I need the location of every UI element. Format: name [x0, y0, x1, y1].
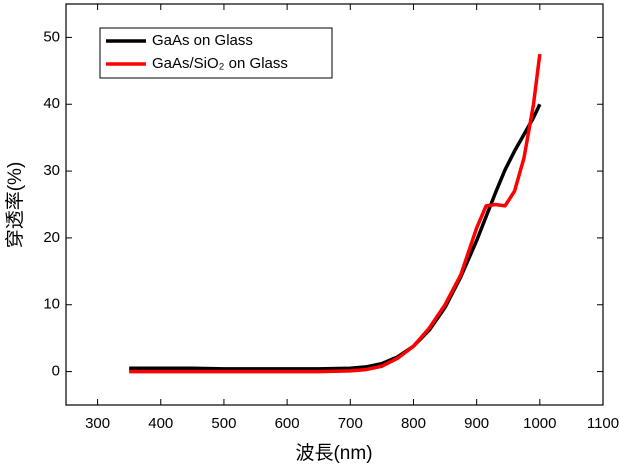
- legend-label: GaAs/SiO₂ on Glass: [152, 55, 288, 72]
- x-tick-label: 500: [211, 415, 236, 432]
- x-axis-title: 波長(nm): [295, 442, 372, 464]
- data-line: [129, 103, 542, 371]
- y-tick-label: 30: [43, 162, 60, 179]
- y-axis-title: 穿透率(%): [4, 162, 26, 249]
- y-tick-label: 20: [43, 229, 60, 246]
- x-tick-label: 900: [464, 415, 489, 432]
- y-tick-label: 10: [43, 296, 60, 313]
- plot-frame: [65, 3, 604, 406]
- y-tick-label: 0: [52, 363, 60, 380]
- legend-box: [99, 27, 333, 79]
- y-tick-label: 40: [43, 95, 60, 112]
- x-tick-label: 700: [338, 415, 363, 432]
- x-tick-label: 300: [85, 415, 110, 432]
- x-tick-label: 400: [148, 415, 173, 432]
- x-tick-label: 600: [275, 415, 300, 432]
- data-line: [129, 53, 542, 374]
- legend-label: GaAs on Glass: [152, 32, 253, 49]
- y-tick-label: 50: [43, 28, 60, 45]
- x-tick-label: 800: [401, 415, 426, 432]
- x-tick-label: 1100: [587, 415, 619, 432]
- x-tick-label: 1000: [523, 415, 556, 432]
